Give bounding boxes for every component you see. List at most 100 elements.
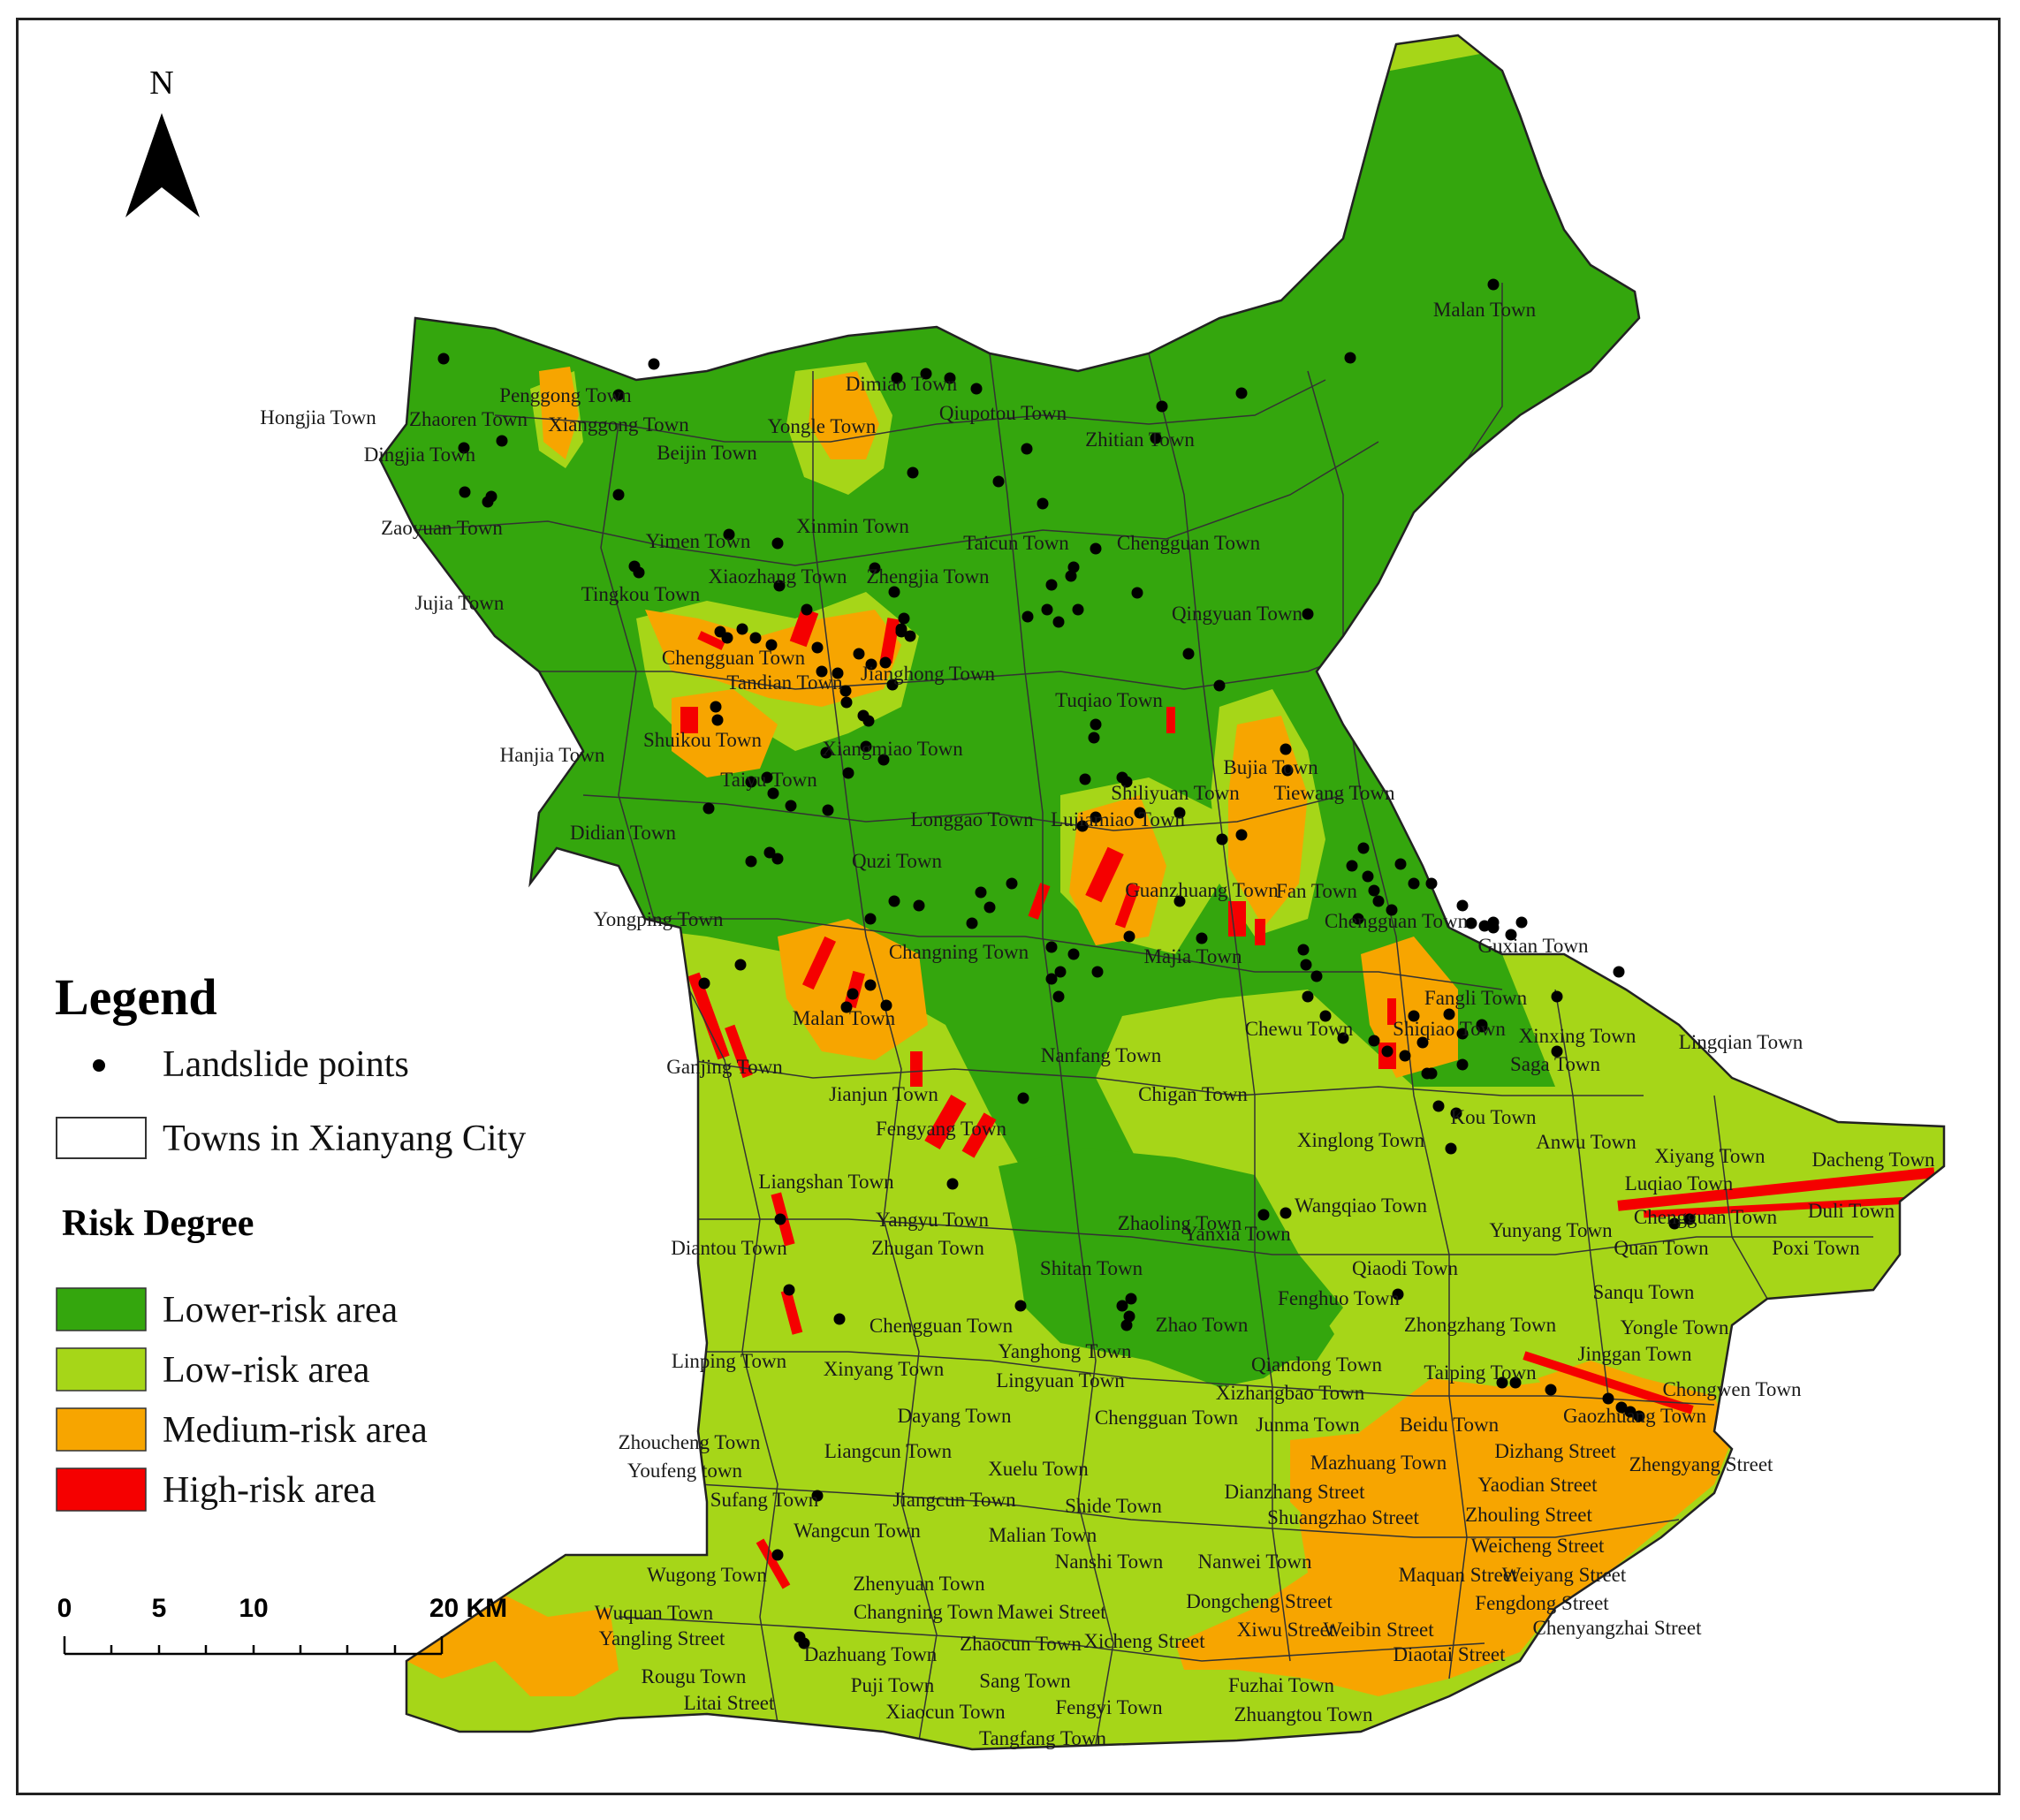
landslide-point [864, 979, 877, 991]
landslide-point [1551, 990, 1563, 1003]
landslide-point [1408, 877, 1420, 890]
town-label: Puji Town [851, 1674, 935, 1696]
landslide-point [1116, 1300, 1128, 1312]
landslide-point [920, 368, 932, 380]
legend: Legend Landslide points Towns in Xianyan… [55, 968, 526, 1512]
landslide-point [1021, 443, 1033, 455]
town-label: Sang Town [979, 1670, 1071, 1692]
landslide-point [860, 740, 872, 753]
landslide-point [1362, 870, 1374, 883]
town-label: Malian Town [989, 1524, 1097, 1546]
town-label: Changning Town [854, 1601, 994, 1623]
landslide-point [1302, 608, 1314, 620]
landslide-point [1235, 829, 1248, 841]
landslide-point [1352, 913, 1364, 925]
scale-label-20: 20 KM [429, 1594, 507, 1623]
town-label: Dongcheng Street [1186, 1590, 1333, 1612]
town-label: Fengyang Town [876, 1118, 1007, 1140]
legend-swatch-1 [56, 1347, 147, 1392]
landslide-point [773, 580, 786, 592]
landslide-point [763, 846, 776, 859]
landslide-point [1090, 718, 1102, 731]
landslide-point [1280, 1207, 1292, 1219]
town-label: Xinmin Town [796, 515, 909, 537]
landslide-point [698, 977, 710, 990]
landslide-point [458, 442, 470, 454]
landslide-point [1633, 1410, 1645, 1422]
landslide-point [811, 1490, 824, 1502]
town-label: Xianggong Town [548, 413, 689, 436]
medium-risk-yongle [809, 371, 879, 459]
landslide-point [1386, 904, 1398, 916]
town-label: Yunyang Town [1489, 1219, 1613, 1241]
landslide-point [1319, 1010, 1332, 1022]
landslide-point [891, 372, 903, 384]
town-label: Jujia Town [415, 592, 505, 614]
town-label: Malan Town [793, 1007, 896, 1029]
landslide-point [944, 372, 956, 384]
landslide-point [1399, 1050, 1411, 1062]
landslide-point [1551, 1045, 1563, 1058]
risk-surface [378, 34, 1946, 1751]
landslide-point [1235, 387, 1248, 399]
landslide-point [765, 639, 778, 651]
landslide-point [745, 776, 757, 788]
landslide-point [711, 714, 724, 726]
town-label: Chewu Town [1245, 1018, 1354, 1040]
landslide-point [1072, 603, 1084, 616]
town-label: Didian Town [570, 822, 676, 844]
town-label: Saga Town [1510, 1053, 1601, 1075]
town-label: Yimen Town [646, 530, 751, 552]
medium-risk-mazhuang [1290, 1431, 1387, 1537]
town-label: Tiewang Town [1273, 782, 1395, 804]
town-label: Duli Town [1808, 1200, 1895, 1222]
town-label: Nanwei Town [1198, 1551, 1312, 1573]
landslide-point [721, 632, 733, 644]
town-label: Dingjia Town [364, 444, 476, 466]
landslide-point [1381, 1045, 1393, 1058]
town-label: Youfeng town [627, 1460, 742, 1482]
town-label: Kou Town [1451, 1106, 1537, 1128]
landslide-point [437, 353, 450, 365]
landslide-point-icon [93, 1059, 105, 1072]
town-label: Litai Street [684, 1692, 775, 1714]
town-label: Dianzhang Street [1224, 1481, 1365, 1503]
town-label: Lingyuan Town [996, 1369, 1125, 1392]
landslide-point [1134, 807, 1146, 819]
legend-item-label-0: Lower-risk area [163, 1290, 399, 1331]
scale-bar: 0 5 10 20 KM [57, 1594, 507, 1656]
town-label: Qiaodi Town [1352, 1257, 1458, 1279]
town-label: Xiaocun Town [885, 1701, 1006, 1723]
town-label: Jiangcun Town [892, 1489, 1016, 1511]
town-label: Yongle Town [768, 415, 877, 437]
landslide-point [946, 1178, 959, 1190]
legend-risk-title: Risk Degree [62, 1203, 254, 1244]
town-label: Yongping Town [593, 908, 724, 930]
town-label: Yangyu Town [876, 1209, 989, 1231]
landslide-point [1067, 561, 1080, 573]
landslide-point [1487, 916, 1500, 929]
town-label: Chengguan Town [1117, 532, 1261, 554]
town-label: Chenyangzhai Street [1533, 1617, 1703, 1639]
town-label: Chengguan Town [1325, 910, 1469, 932]
landslide-point [1088, 732, 1100, 744]
landslide-point [1368, 1035, 1380, 1047]
town-label: Nanshi Town [1055, 1551, 1164, 1573]
legend-swatch-0 [56, 1287, 147, 1331]
town-label: Weicheng Street [1471, 1535, 1605, 1557]
medium-risk-guanzhuang [1069, 795, 1166, 945]
town-label: Fuzhai Town [1228, 1674, 1334, 1696]
landslide-point [1456, 899, 1469, 912]
town-label: Zhouling Street [1465, 1504, 1592, 1526]
town-label: Gaozhuang Town [1563, 1405, 1707, 1427]
landslide-point [1065, 570, 1077, 582]
town-label: Linping Town [672, 1350, 787, 1372]
scale-label-0: 0 [57, 1594, 72, 1623]
town-label: Diaotai Street [1393, 1643, 1506, 1665]
landslide-point [1052, 616, 1065, 628]
landslide-point [1478, 920, 1491, 932]
town-label: Dazhuang Town [804, 1643, 938, 1665]
town-label: Tandian Town [726, 671, 843, 694]
landslide-point [1054, 966, 1067, 978]
